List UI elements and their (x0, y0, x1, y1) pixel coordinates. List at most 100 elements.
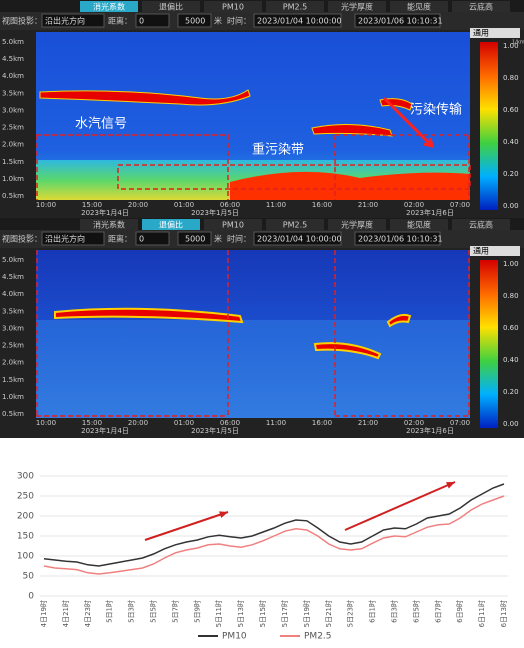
x-tick-label: 4日23时 (83, 600, 92, 627)
time-label: 07:00 (450, 419, 470, 427)
dropdown-value: 沿出光方向 (45, 16, 85, 26)
dropdown[interactable] (41, 13, 105, 28)
tab[interactable] (204, 219, 262, 230)
heatmap-layer (311, 123, 393, 137)
colorbar-mode[interactable] (470, 246, 520, 256)
tab-label: 云底高 (469, 2, 493, 12)
arrow (382, 96, 435, 149)
tab[interactable] (80, 1, 138, 12)
y-tick-label: 0 (28, 592, 34, 602)
tab-label: 云底高 (469, 220, 493, 230)
y-tick-label: 150 (17, 532, 34, 542)
tab[interactable] (142, 219, 200, 230)
tab-label: PM2.5 (283, 3, 307, 12)
y-label: 3.5km (2, 89, 24, 97)
tab[interactable] (390, 219, 448, 230)
tab-label: PM2.5 (283, 221, 307, 230)
time-label: 16:00 (312, 201, 332, 209)
tab-label: 退偏比 (159, 220, 183, 230)
colorbar-unit: 1/km (512, 40, 524, 46)
series-line (43, 495, 505, 575)
input[interactable] (354, 231, 441, 246)
tab[interactable] (328, 219, 386, 230)
heatmap-layer (313, 342, 382, 360)
tab[interactable] (328, 1, 386, 12)
colorbar-label: 1.00 (503, 42, 519, 50)
colorbar-label: 0.20 (503, 170, 519, 178)
tab[interactable] (390, 1, 448, 12)
x-tick-label: 5日5时 (149, 600, 158, 623)
colorbar-label: 0.20 (503, 388, 519, 396)
date-label: 2023年1月6日 (406, 426, 454, 435)
label: 米 (214, 234, 222, 244)
input[interactable] (135, 231, 170, 246)
legend-label: PM2.5 (304, 632, 332, 642)
tab-label: 消光系数 (93, 2, 125, 12)
colorbar-mode-label: 通用 (473, 28, 489, 38)
y-label: 0.5km (2, 410, 24, 418)
input-value: 0 (139, 17, 144, 26)
y-label: 2.5km (2, 124, 24, 132)
colorbar-label: 0.60 (503, 106, 519, 114)
input[interactable] (253, 231, 342, 246)
y-label: 1.5km (2, 158, 24, 166)
x-tick-label: 5日13时 (236, 600, 245, 627)
trend-arrow (344, 481, 456, 531)
input[interactable] (135, 13, 170, 28)
input[interactable] (354, 13, 441, 28)
y-label: 3.0km (2, 324, 24, 332)
y-label: 2.0km (2, 359, 24, 367)
input[interactable] (253, 13, 342, 28)
y-label: 2.5km (2, 342, 24, 350)
tab[interactable] (266, 1, 324, 12)
dropdown[interactable] (41, 231, 105, 246)
legend-label: PM10 (222, 632, 247, 642)
tab[interactable] (266, 219, 324, 230)
y-label: 4.5km (2, 273, 24, 281)
time-label: 10:00 (36, 201, 56, 209)
x-tick-label: 5日15时 (258, 600, 267, 627)
trend-arrow (144, 511, 229, 541)
x-tick-label: 6日9时 (455, 600, 464, 623)
label: 距离： (108, 16, 132, 26)
y-label: 0.5km (2, 192, 24, 200)
x-tick-label: 6日11时 (477, 600, 486, 627)
chart-background (0, 438, 524, 648)
time-label: 01:00 (174, 419, 194, 427)
tab[interactable] (452, 219, 510, 230)
colorbar-label: 0.80 (503, 292, 519, 300)
input[interactable] (177, 13, 212, 28)
time-label: 07:00 (450, 201, 470, 209)
y-label: 5.0km (2, 38, 24, 46)
y-tick-label: 100 (17, 552, 34, 562)
input-value: 2023/01/06 10:10:31 (358, 235, 443, 244)
time-label: 16:00 (312, 419, 332, 427)
x-tick-label: 5日3时 (127, 600, 136, 623)
colorbar-label: 0.40 (503, 356, 519, 364)
trend-arrow-head (446, 482, 455, 489)
input-value: 5000 (185, 17, 205, 26)
colorbar-label: 0.80 (503, 74, 519, 82)
colorbar-mode[interactable] (470, 28, 520, 38)
heatmap-layer (386, 313, 412, 328)
tab[interactable] (80, 219, 138, 230)
date-label: 2023年1月4日 (81, 426, 129, 435)
label: 时间： (227, 234, 251, 244)
x-tick-label: 6日1时 (368, 600, 377, 623)
tab[interactable] (452, 1, 510, 12)
tab[interactable] (204, 1, 262, 12)
x-tick-label: 6日3时 (389, 600, 398, 623)
time-label: 20:00 (128, 201, 148, 209)
y-label: 5.0km (2, 256, 24, 264)
x-tick-label: 5日23时 (346, 600, 355, 627)
time-label: 15:00 (82, 201, 102, 209)
input-value: 0 (139, 235, 144, 244)
x-tick-label: 5日7时 (170, 600, 179, 623)
y-label: 3.5km (2, 307, 24, 315)
tab-label: 能见度 (407, 220, 431, 230)
y-label: 3.0km (2, 106, 24, 114)
input[interactable] (177, 231, 212, 246)
input-value: 2023/01/04 10:00:00 (257, 17, 342, 26)
tab[interactable] (142, 1, 200, 12)
